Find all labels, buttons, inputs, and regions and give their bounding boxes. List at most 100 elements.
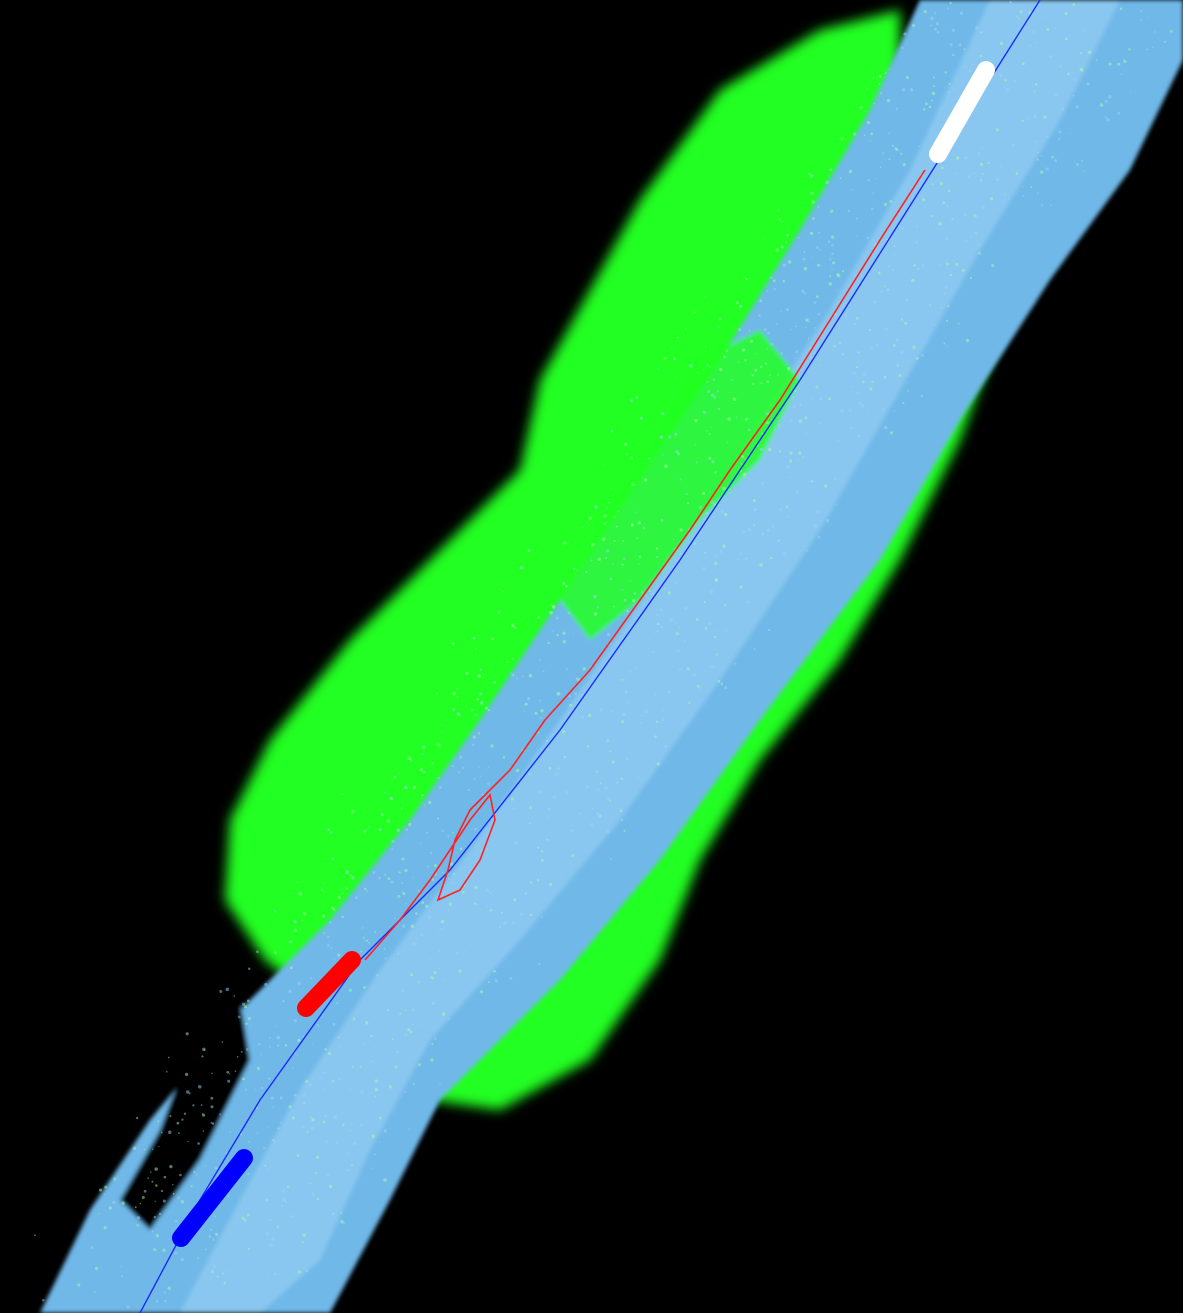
- point-sample: [684, 640, 686, 642]
- point-sample: [697, 371, 700, 375]
- point-sample: [704, 346, 707, 348]
- point-sample: [1081, 69, 1084, 72]
- point-sample: [737, 361, 740, 363]
- point-sample: [471, 800, 473, 803]
- point-sample: [835, 503, 838, 506]
- point-sample: [954, 154, 956, 156]
- point-sample: [1128, 48, 1131, 51]
- point-sample: [948, 82, 951, 86]
- point-sample: [829, 168, 833, 172]
- point-sample: [737, 558, 740, 561]
- point-sample: [566, 668, 568, 671]
- point-sample: [1042, 15, 1044, 18]
- point-sample: [370, 1092, 372, 1094]
- point-sample: [837, 439, 839, 441]
- point-sample: [818, 231, 821, 234]
- point-sample: [708, 490, 711, 493]
- point-sample: [1033, 114, 1037, 119]
- point-sample: [1104, 99, 1108, 103]
- point-sample: [668, 682, 670, 685]
- point-sample: [706, 363, 709, 367]
- point-sample: [555, 772, 558, 776]
- point-sample: [787, 367, 791, 371]
- point-sample: [446, 719, 449, 722]
- point-sample: [752, 498, 756, 503]
- point-sample: [798, 451, 802, 455]
- point-sample: [884, 327, 889, 331]
- point-sample: [857, 359, 860, 362]
- point-sample: [323, 931, 326, 934]
- point-sample: [463, 858, 465, 861]
- point-sample: [891, 144, 895, 148]
- point-sample: [328, 1184, 333, 1189]
- point-sample: [301, 1084, 303, 1086]
- point-sample: [585, 785, 589, 789]
- point-sample: [788, 476, 792, 479]
- point-sample: [777, 539, 780, 542]
- point-sample: [655, 720, 659, 723]
- point-sample: [764, 362, 767, 365]
- point-sample: [1064, 37, 1068, 41]
- point-sample: [284, 1043, 288, 1047]
- point-sample: [398, 871, 401, 874]
- point-sample: [210, 1105, 214, 1109]
- point-sample: [735, 416, 738, 419]
- point-sample: [494, 979, 498, 983]
- point-sample: [339, 888, 341, 891]
- point-sample: [402, 891, 406, 896]
- start-marker[interactable]: [172, 1149, 253, 1247]
- point-sample: [883, 202, 888, 207]
- point-sample: [351, 876, 355, 880]
- point-sample: [1164, 40, 1167, 43]
- point-sample: [970, 236, 972, 238]
- point-sample: [509, 976, 513, 980]
- point-sample: [1034, 82, 1038, 86]
- point-sample: [162, 1199, 166, 1203]
- point-sample: [479, 701, 484, 705]
- point-sample: [834, 477, 837, 480]
- point-sample: [796, 491, 799, 494]
- point-sample: [602, 537, 606, 541]
- reference-trajectory: [139, 0, 1041, 1313]
- estimated-trajectory: [364, 169, 926, 961]
- point-sample: [339, 897, 341, 899]
- point-sample: [830, 209, 834, 213]
- point-sample: [720, 509, 724, 513]
- point-sample: [442, 871, 444, 874]
- marker-layer: [172, 61, 995, 1247]
- point-sample: [757, 314, 761, 317]
- point-sample: [615, 780, 619, 784]
- point-sample: [704, 627, 708, 630]
- point-sample: [510, 797, 515, 801]
- point-sample: [942, 201, 946, 205]
- point-sample: [866, 87, 868, 90]
- point-sample: [176, 1121, 180, 1125]
- point-sample: [282, 1000, 285, 1003]
- point-sample: [1154, 31, 1156, 33]
- point-sample: [906, 381, 909, 384]
- point-sample: [925, 102, 928, 106]
- point-sample: [936, 278, 939, 280]
- point-sample: [160, 1131, 163, 1134]
- point-sample: [679, 478, 682, 481]
- point-sample: [866, 409, 869, 412]
- point-sample: [408, 822, 412, 827]
- point-sample: [839, 177, 842, 180]
- point-sample: [263, 1147, 266, 1150]
- point-sample: [487, 981, 491, 984]
- point-sample: [717, 679, 721, 683]
- point-sample: [815, 295, 819, 299]
- point-sample: [402, 801, 405, 803]
- current-marker[interactable]: [297, 951, 361, 1017]
- point-sample: [648, 590, 651, 593]
- point-sample: [866, 236, 870, 240]
- point-sample: [754, 368, 758, 372]
- point-sample: [856, 391, 859, 395]
- point-sample: [596, 788, 600, 791]
- point-sample: [656, 630, 659, 632]
- end-marker[interactable]: [929, 61, 995, 163]
- point-sample: [888, 158, 891, 161]
- point-sample: [632, 641, 635, 643]
